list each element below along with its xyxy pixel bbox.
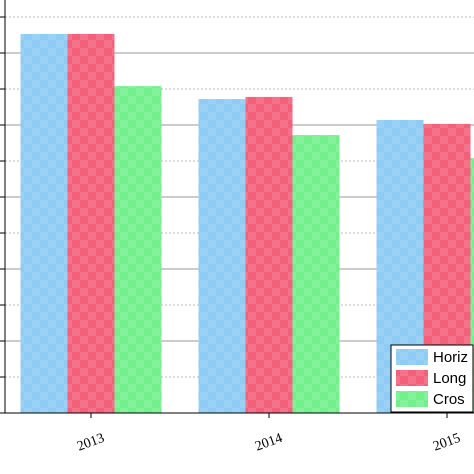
bar xyxy=(470,158,474,413)
bar xyxy=(67,33,115,414)
bar xyxy=(292,135,340,413)
x-tick-label: 2014 xyxy=(253,431,284,455)
legend-swatch xyxy=(396,391,428,407)
legend-swatch xyxy=(396,349,428,365)
legend-label: Horiz xyxy=(433,349,468,366)
bar xyxy=(198,99,246,413)
x-tick-label: 2013 xyxy=(75,431,106,455)
bar xyxy=(20,33,68,414)
legend-label: Long xyxy=(433,370,466,387)
legend-swatch xyxy=(396,370,428,386)
bar xyxy=(245,96,293,414)
legend-label: Cros xyxy=(433,391,465,408)
x-tick-label: 2015 xyxy=(431,431,462,455)
bar xyxy=(114,86,162,414)
